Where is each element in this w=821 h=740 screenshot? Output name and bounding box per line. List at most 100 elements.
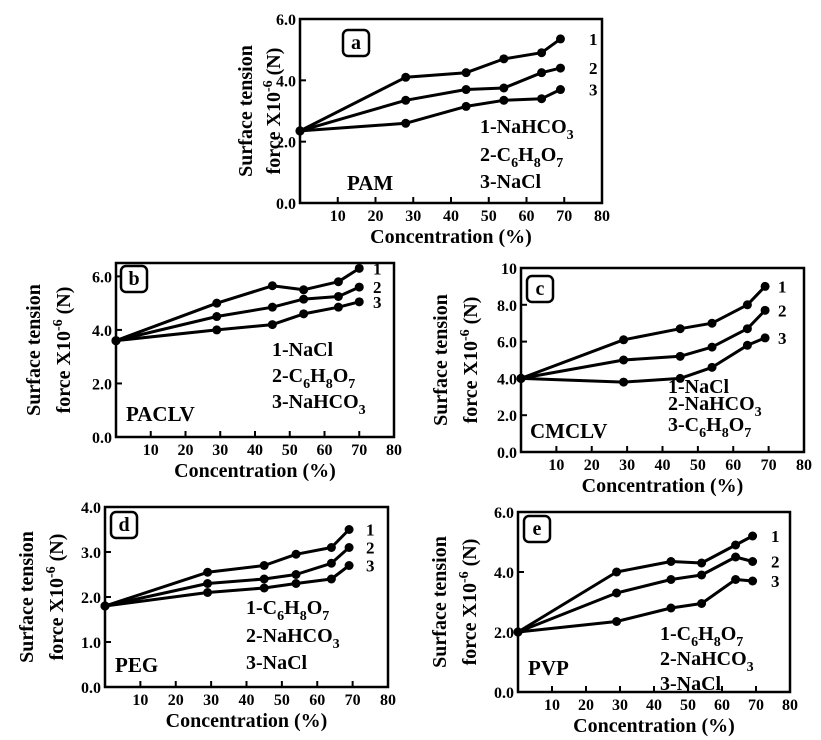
data-point-series-2 bbox=[299, 294, 309, 304]
x-axis-label: Concentration (%) bbox=[174, 460, 336, 482]
panel-letter-box bbox=[525, 274, 555, 304]
x-tick-label: 30 bbox=[612, 697, 628, 714]
data-point-series-1 bbox=[555, 34, 565, 44]
data-point-series-3 bbox=[555, 85, 565, 95]
x-tick-label: 50 bbox=[282, 442, 298, 459]
panel-letter: b bbox=[128, 268, 139, 290]
data-point-series-2 bbox=[344, 543, 354, 552]
x-tick-label: 70 bbox=[761, 457, 777, 474]
data-point-series-3 bbox=[326, 574, 336, 584]
data-point-series-3 bbox=[731, 575, 741, 584]
x-tick-label: 40 bbox=[239, 692, 255, 709]
panel-letter: d bbox=[118, 514, 129, 536]
y-tick-label: 0.0 bbox=[276, 196, 296, 213]
panel-letter: c bbox=[536, 278, 545, 300]
y-tick-label: 4.0 bbox=[81, 500, 101, 517]
data-point-series-3 bbox=[742, 340, 752, 350]
legend-entry: 3-NaCl bbox=[660, 673, 722, 695]
x-tick-label: 80 bbox=[386, 442, 402, 459]
y-axis-label-line2: force X10-6 (N) bbox=[51, 287, 75, 414]
series-label-2: 2 bbox=[589, 59, 598, 78]
panel-d: 10 20 30 40 50 60 70 80 0.0 1.0 2.0 3.0 4.0 Concentra… bbox=[16, 500, 396, 732]
x-tick-label: 30 bbox=[203, 692, 219, 709]
y-tick-label: 0.0 bbox=[494, 685, 514, 702]
x-tick-label: 60 bbox=[317, 442, 333, 459]
x-tick-label: 80 bbox=[380, 692, 396, 709]
polymer-label: PACLV bbox=[126, 402, 195, 426]
data-point-series-2 bbox=[326, 558, 336, 568]
series-line-2 bbox=[520, 309, 767, 380]
y-tick-label: 0.0 bbox=[81, 680, 101, 697]
y-tick-label: 0.0 bbox=[497, 445, 517, 462]
data-point-series-3 bbox=[100, 601, 110, 611]
data-point-series-1 bbox=[499, 54, 509, 64]
data-point-series-1 bbox=[333, 277, 343, 287]
data-point-series-3 bbox=[401, 118, 411, 128]
polymer-label: CMCLV bbox=[530, 419, 607, 443]
y-tick-label: 6.0 bbox=[92, 269, 112, 286]
legend-entry: 2-C6H8O7 bbox=[480, 144, 563, 171]
series-line-3 bbox=[115, 300, 360, 343]
series-label-1: 1 bbox=[366, 521, 375, 540]
y-tick-label: 4.0 bbox=[494, 565, 514, 582]
series-label-2: 2 bbox=[771, 553, 780, 572]
data-point-series-2 bbox=[612, 588, 622, 598]
x-tick-label: 60 bbox=[519, 208, 535, 225]
polymer-label: PAM bbox=[347, 171, 393, 195]
data-point-series-3 bbox=[461, 101, 471, 111]
data-point-series-3 bbox=[333, 302, 343, 312]
data-point-series-3 bbox=[259, 583, 269, 593]
y-axis-label-line1: Surface tension bbox=[430, 294, 452, 426]
data-point-series-2 bbox=[619, 355, 629, 365]
data-point-series-3 bbox=[212, 325, 222, 335]
legend-entry: 3-NaCl bbox=[480, 171, 542, 193]
y-tick-label: 6.0 bbox=[494, 505, 514, 522]
x-tick-label: 40 bbox=[443, 208, 459, 225]
panel-letter-box bbox=[341, 28, 371, 58]
data-point-series-1 bbox=[537, 48, 547, 58]
polymer-label: PEG bbox=[115, 653, 158, 677]
data-point-series-2 bbox=[555, 63, 565, 73]
x-tick-label: 10 bbox=[330, 208, 346, 225]
y-tick-label: 4.0 bbox=[497, 371, 517, 388]
y-axis-label-line2: force X10-6 (N) bbox=[458, 297, 482, 424]
data-point-series-3 bbox=[760, 333, 770, 343]
data-point-series-3 bbox=[697, 599, 707, 608]
data-point-series-3 bbox=[619, 377, 629, 387]
data-point-series-3 bbox=[291, 579, 301, 588]
legend-entry: 1-C6H8O7 bbox=[246, 597, 329, 624]
data-point-series-1 bbox=[267, 281, 277, 291]
data-point-series-1 bbox=[619, 335, 629, 345]
data-point-series-2 bbox=[707, 342, 717, 352]
data-point-series-2 bbox=[675, 351, 685, 361]
x-tick-label: 30 bbox=[212, 442, 228, 459]
data-point-series-2 bbox=[742, 324, 752, 334]
data-point-series-1 bbox=[612, 567, 622, 577]
data-point-series-2 bbox=[697, 570, 707, 580]
legend-entry: 3-NaHCO3 bbox=[272, 391, 366, 418]
x-tick-label: 50 bbox=[481, 208, 497, 225]
x-tick-label: 20 bbox=[584, 457, 600, 474]
x-tick-label: 60 bbox=[309, 692, 325, 709]
data-point-series-2 bbox=[267, 302, 277, 312]
y-tick-label: 0.0 bbox=[92, 430, 112, 447]
legend-entry: 2-NaHCO3 bbox=[246, 625, 340, 652]
x-tick-label: 10 bbox=[544, 697, 560, 714]
data-point-series-3 bbox=[299, 309, 309, 319]
x-tick-label: 40 bbox=[646, 697, 662, 714]
y-axis-label-line1: Surface tension bbox=[429, 536, 451, 668]
x-tick-label: 30 bbox=[405, 208, 421, 225]
series-line-1 bbox=[520, 285, 767, 380]
data-point-series-1 bbox=[461, 68, 471, 78]
x-tick-label: 20 bbox=[168, 692, 184, 709]
x-tick-label: 50 bbox=[680, 697, 696, 714]
y-tick-label: 4.0 bbox=[92, 323, 112, 340]
series-label-1: 1 bbox=[373, 259, 382, 278]
x-tick-label: 70 bbox=[345, 692, 361, 709]
x-tick-label: 50 bbox=[690, 457, 706, 474]
y-axis-label-line2: force X10-6 (N) bbox=[261, 48, 285, 175]
data-point-series-2 bbox=[537, 68, 547, 78]
x-tick-label: 40 bbox=[655, 457, 671, 474]
data-point-series-2 bbox=[212, 312, 222, 322]
panel-letter: a bbox=[351, 32, 361, 54]
